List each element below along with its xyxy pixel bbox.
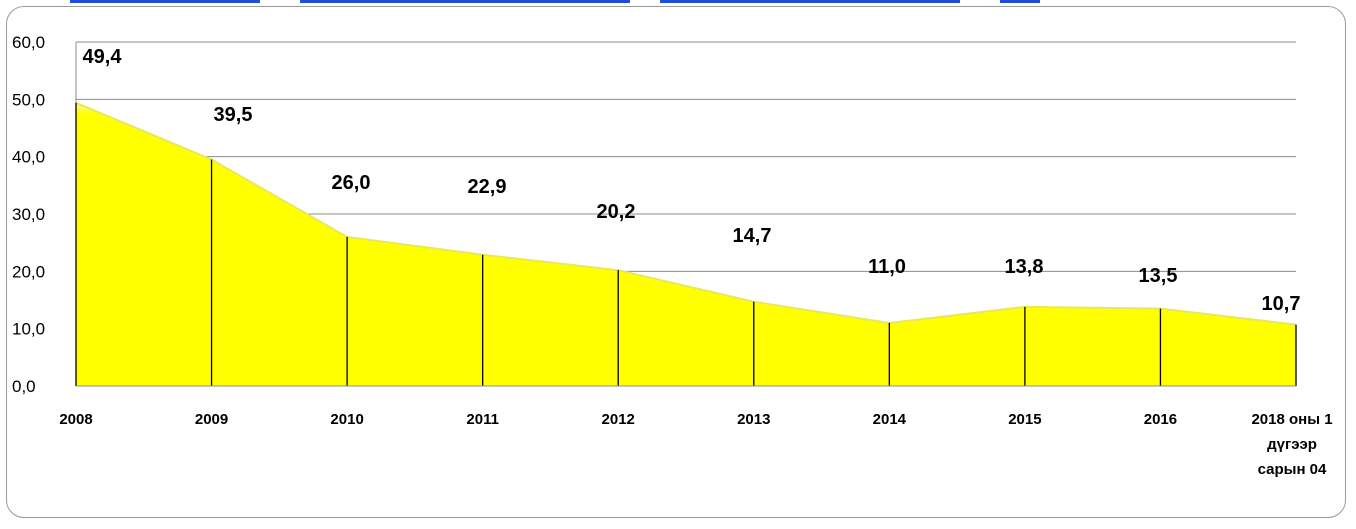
title-fragment-3	[1000, 0, 1040, 3]
data-label: 20,2	[597, 201, 636, 223]
x-tick-label: 2013	[737, 411, 770, 428]
data-labels: 49,4 39,5 26,0 22,9 20,2 14,7 11,0 13,8 13,5 10,7	[83, 46, 1301, 315]
data-label: 39,5	[214, 104, 253, 126]
data-label: 14,7	[733, 225, 772, 247]
data-label: 10,7	[1262, 293, 1301, 315]
area-top-edge	[75, 101, 1297, 326]
x-tick-label: 2014	[873, 411, 907, 428]
y-tick-label: 40,0	[12, 148, 45, 167]
data-label: 26,0	[332, 172, 371, 194]
y-tick-label: 50,0	[12, 90, 45, 109]
y-tick-label: 20,0	[12, 262, 45, 281]
cropped-title-fragment	[70, 0, 1040, 3]
data-label: 49,4	[83, 46, 123, 68]
y-tick-label: 60,0	[12, 33, 45, 52]
drop-lines	[75, 102, 1297, 387]
title-fragment-1	[300, 0, 630, 3]
data-label: 22,9	[468, 176, 507, 198]
data-label: 13,8	[1005, 256, 1044, 278]
title-fragment-2	[660, 0, 960, 3]
x-axis-tick-labels: 2008 2009 2010 2011 2012 2013 2014 2015 2016 2018…	[59, 411, 1332, 478]
data-label: 13,5	[1139, 265, 1178, 287]
title-fragment-0	[70, 0, 260, 3]
x-tick-label: 2009	[195, 411, 228, 428]
x-tick-label: 2011	[466, 411, 499, 428]
x-tick-label: 2010	[330, 411, 363, 428]
y-axis-tick-labels: 0,0 10,0 20,0 30,0 40,0 50,0 60,0	[12, 33, 45, 396]
x-tick-label: 2015	[1008, 411, 1041, 428]
y-tick-label: 30,0	[12, 205, 45, 224]
x-tick-label: 2012	[602, 411, 635, 428]
x-tick-label: 2008	[59, 411, 92, 428]
y-tick-label: 10,0	[12, 320, 45, 339]
data-label: 11,0	[868, 256, 906, 278]
x-tick-label: 2016	[1144, 411, 1177, 428]
y-tick-label: 0,0	[12, 377, 36, 396]
area-fill	[76, 102, 1296, 387]
x-tick-label: 2018 оны 1 дүгээр сарын 04	[1251, 411, 1332, 478]
area-series	[75, 101, 1297, 387]
